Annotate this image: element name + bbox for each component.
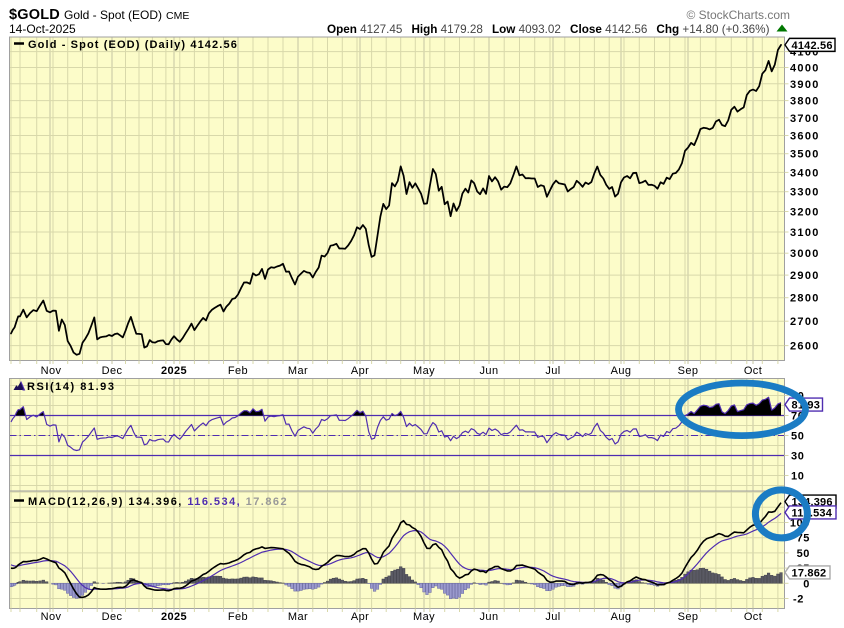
svg-text:Aug: Aug: [611, 365, 632, 377]
svg-text:3200: 3200: [790, 207, 820, 219]
svg-text:3100: 3100: [790, 227, 820, 239]
svg-text:Open 4127.45 High 4179.28 Lo: Open 4127.45 High 4179.28 Low 4093.02 Cl…: [327, 23, 775, 36]
svg-text:3600: 3600: [790, 131, 820, 143]
svg-text:2900: 2900: [790, 270, 820, 282]
svg-text:3900: 3900: [790, 79, 820, 91]
svg-text:Jun: Jun: [480, 611, 499, 623]
svg-text:Gold - Spot (EOD) (Daily) 4142: Gold - Spot (EOD) (Daily) 4142.56: [28, 39, 238, 51]
svg-text:30: 30: [791, 451, 804, 463]
svg-text:Nov: Nov: [41, 611, 62, 623]
svg-text:MACD(12,26,9) 134.396, 116.534: MACD(12,26,9) 134.396, 116.534, 17.862: [28, 496, 288, 508]
svg-text:2025: 2025: [161, 611, 187, 623]
svg-text:CME: CME: [166, 10, 189, 22]
svg-text:3500: 3500: [790, 149, 820, 161]
svg-text:Dec: Dec: [102, 611, 123, 623]
svg-text:Mar: Mar: [288, 365, 308, 377]
svg-text:Jul: Jul: [545, 365, 560, 377]
svg-text:17.862: 17.862: [792, 567, 827, 579]
svg-text:Jun: Jun: [480, 365, 499, 377]
svg-text:Feb: Feb: [228, 365, 248, 377]
svg-text:2600: 2600: [790, 341, 820, 353]
svg-text:2800: 2800: [790, 293, 820, 305]
svg-text:116.534: 116.534: [792, 507, 833, 519]
svg-text:2700: 2700: [790, 316, 820, 328]
svg-text:3700: 3700: [790, 113, 820, 125]
svg-text:3800: 3800: [790, 96, 820, 108]
svg-text:© StockCharts.com: © StockCharts.com: [686, 8, 790, 22]
svg-text:10: 10: [791, 471, 804, 483]
svg-text:May: May: [413, 611, 435, 623]
svg-text:Sep: Sep: [678, 611, 699, 623]
svg-text:Jul: Jul: [545, 611, 560, 623]
svg-text:Nov: Nov: [41, 365, 62, 377]
svg-text:Aug: Aug: [611, 611, 632, 623]
svg-text:4142.56: 4142.56: [792, 40, 833, 52]
svg-text:50: 50: [797, 548, 810, 560]
svg-text:$GOLD: $GOLD: [9, 7, 60, 23]
svg-text:50: 50: [791, 431, 804, 443]
svg-text:Apr: Apr: [351, 365, 369, 377]
svg-text:2025: 2025: [161, 365, 187, 377]
svg-text:14-Oct-2025: 14-Oct-2025: [9, 22, 76, 36]
svg-text:-2: -2: [793, 594, 804, 606]
svg-text:Dec: Dec: [102, 365, 123, 377]
svg-text:Apr: Apr: [351, 611, 369, 623]
svg-text:Oct: Oct: [744, 611, 762, 623]
svg-text:May: May: [413, 365, 435, 377]
svg-text:Gold - Spot (EOD): Gold - Spot (EOD): [64, 8, 162, 22]
svg-text:RSI(14) 81.93: RSI(14) 81.93: [27, 381, 116, 393]
svg-text:Mar: Mar: [288, 611, 308, 623]
svg-text:Feb: Feb: [228, 611, 248, 623]
svg-text:0: 0: [803, 578, 810, 590]
svg-text:4000: 4000: [790, 63, 820, 75]
svg-text:3300: 3300: [790, 187, 820, 199]
svg-text:3000: 3000: [790, 248, 820, 260]
svg-text:Oct: Oct: [744, 365, 762, 377]
svg-text:Sep: Sep: [678, 365, 699, 377]
svg-text:3400: 3400: [790, 167, 820, 179]
